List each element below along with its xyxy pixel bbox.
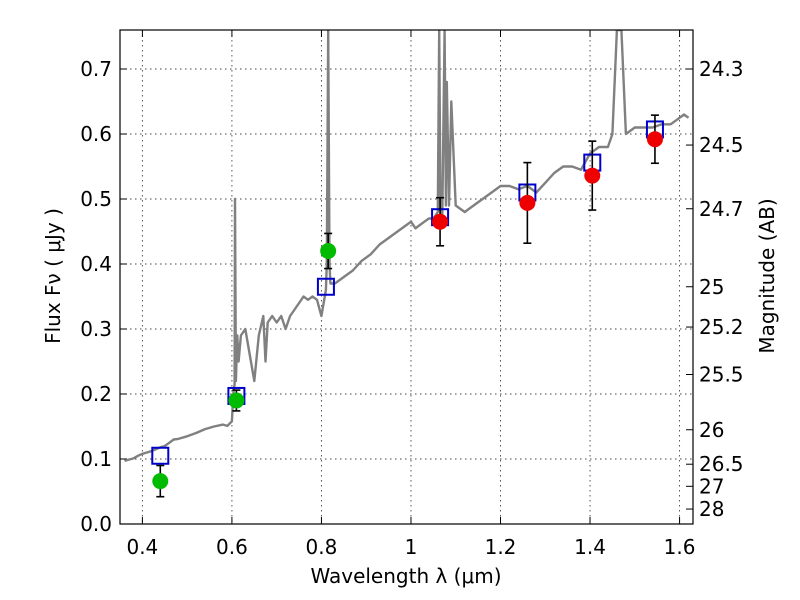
y-tick-label: 0.0 bbox=[80, 512, 112, 536]
y-tick-label: 0.6 bbox=[80, 122, 112, 146]
y2-tick-label: 24.7 bbox=[699, 197, 744, 221]
y2-tick-label: 26 bbox=[699, 418, 724, 442]
plot-frame bbox=[119, 29, 694, 525]
y2-tick-label: 26.5 bbox=[699, 452, 744, 476]
x-tick-label: 1.6 bbox=[664, 535, 696, 559]
y-tick-label: 0.7 bbox=[80, 57, 112, 81]
grid bbox=[120, 30, 693, 525]
template-spectrum-line bbox=[124, 30, 690, 463]
observed-point-optical bbox=[320, 243, 337, 259]
x-tick-label: 1.2 bbox=[485, 535, 517, 559]
y2-tick-label: 24.3 bbox=[699, 57, 744, 81]
y2-tick-label: 25.5 bbox=[699, 363, 744, 387]
model-square bbox=[316, 277, 335, 296]
model-square bbox=[151, 446, 170, 465]
observed-point-optical bbox=[152, 473, 169, 490]
y-tick-label: 0.3 bbox=[80, 317, 112, 341]
y-tick-label: 0.1 bbox=[80, 447, 112, 471]
x-tick-label: 1.4 bbox=[574, 535, 606, 559]
y2-tick-label: 24.5 bbox=[699, 133, 744, 157]
observed-point-infrared bbox=[646, 131, 663, 148]
y-tick-labels: 0.0 0.1 0.2 0.3 0.4 0.5 0.6 0.7 bbox=[80, 57, 112, 536]
y2-tick-label: 27 bbox=[699, 474, 724, 498]
x-axis-label: Wavelength λ (μm) bbox=[310, 564, 501, 588]
y-tick-label: 0.4 bbox=[80, 252, 112, 276]
y2-tick-label: 25.2 bbox=[699, 315, 744, 339]
y2-tick-label: 25 bbox=[699, 275, 724, 299]
observed-point-infrared bbox=[584, 167, 601, 184]
observed-point-optical bbox=[228, 392, 245, 409]
observed-photometry bbox=[152, 114, 663, 498]
y2-tick-label: 28 bbox=[699, 497, 724, 521]
y2-axis-label: Magnitude (AB) bbox=[755, 198, 779, 353]
x-tick-labels: 0.4 0.6 0.8 1 1.2 1.4 1.6 bbox=[126, 535, 695, 559]
x-tick-label: 1 bbox=[405, 535, 418, 559]
x-tick-label: 0.4 bbox=[126, 535, 158, 559]
observed-point-infrared bbox=[519, 194, 536, 211]
y-axis-label: Flux Fν ( μJy ) bbox=[41, 208, 65, 344]
y-tick-label: 0.5 bbox=[80, 187, 112, 211]
x-tick-label: 0.8 bbox=[306, 535, 338, 559]
y-tick-label: 0.2 bbox=[80, 382, 112, 406]
x-tick-label: 0.6 bbox=[216, 535, 248, 559]
tick-marks bbox=[120, 30, 693, 525]
observed-point-infrared bbox=[432, 213, 449, 230]
template-spectrum bbox=[124, 30, 690, 463]
